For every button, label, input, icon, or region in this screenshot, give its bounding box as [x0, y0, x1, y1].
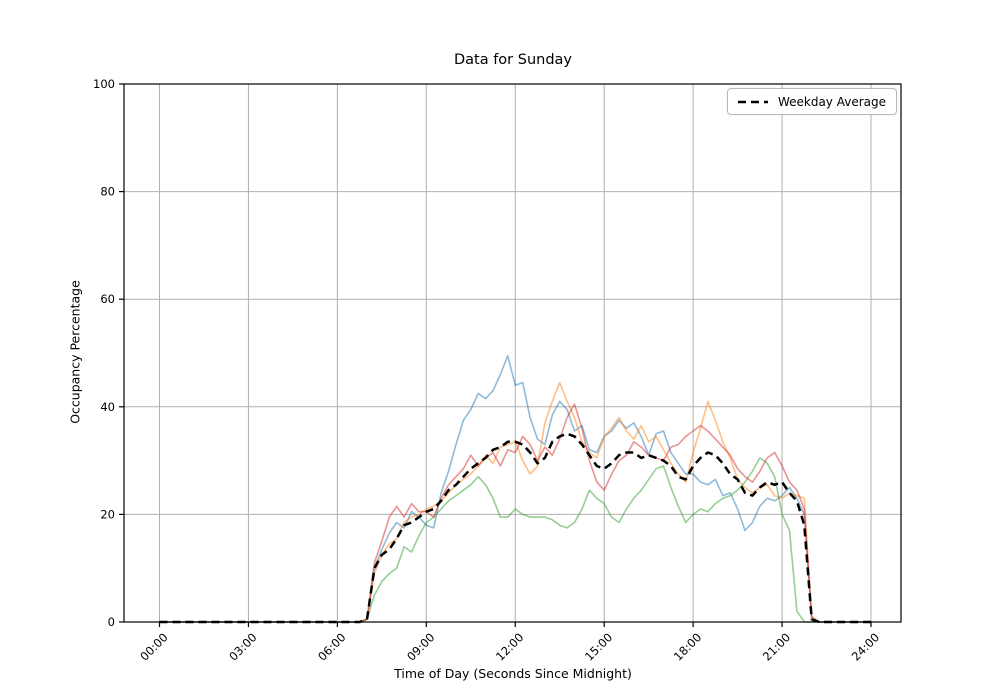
y-tick-label: 0: [108, 615, 115, 629]
y-tick-label: 80: [100, 185, 115, 199]
y-tick-label: 100: [93, 77, 115, 91]
y-tick-label: 60: [100, 292, 115, 306]
y-tick-label: 40: [100, 400, 115, 414]
weekday-average-line-icon: [737, 100, 768, 103]
legend: Weekday Average: [726, 88, 897, 115]
x-tick-label: 21:00: [760, 630, 793, 663]
x-tick-label: 06:00: [315, 630, 348, 663]
x-tick-label: 24:00: [849, 630, 882, 663]
x-tick-label: 12:00: [493, 630, 526, 663]
x-tick-label: 09:00: [404, 630, 437, 663]
x-axis-label: Time of Day (Seconds Since Midnight): [394, 666, 632, 681]
y-tick-label: 20: [100, 507, 115, 521]
x-tick-label: 18:00: [671, 630, 704, 663]
x-tick-label: 03:00: [226, 630, 259, 663]
x-tick-label: 15:00: [582, 630, 615, 663]
y-axis-label: Occupancy Percentage: [67, 280, 83, 424]
axes-frame: [123, 83, 902, 623]
legend-label: Weekday Average: [777, 94, 886, 109]
x-tick-label: 00:00: [137, 630, 170, 663]
chart-title: Data for Sunday: [453, 52, 573, 68]
